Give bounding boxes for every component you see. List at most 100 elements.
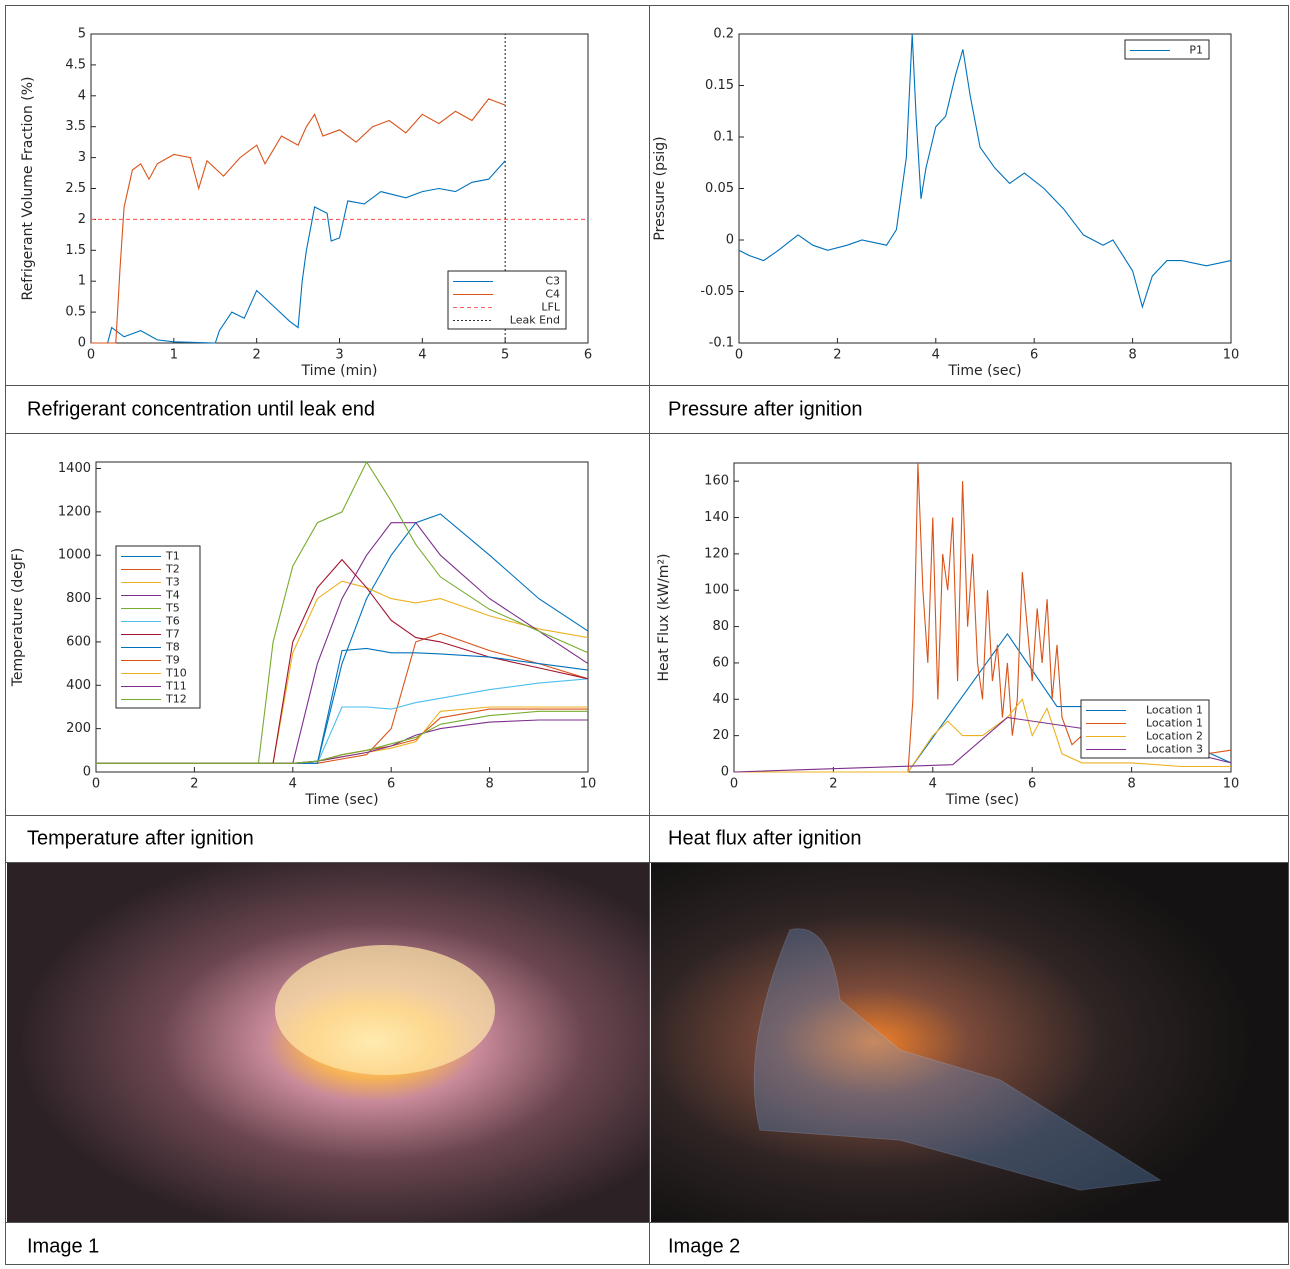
series-line — [91, 160, 506, 344]
x-axis-label: Time (min) — [300, 363, 377, 379]
x-axis-label: Time (sec) — [304, 792, 378, 808]
y-tick-label: 1 — [78, 274, 86, 289]
x-axis-label: Time (sec) — [945, 792, 1019, 808]
legend-label: T4 — [165, 589, 180, 602]
legend-label: T3 — [165, 576, 180, 589]
y-tick-label: 5 — [78, 27, 86, 42]
y-tick-label: 2.5 — [65, 181, 86, 196]
legend-label: T7 — [165, 628, 180, 641]
x-tick-label: 10 — [1223, 348, 1240, 363]
x-tick-label: 4 — [418, 348, 426, 363]
y-tick-label: 0.2 — [713, 27, 734, 42]
y-tick-label: 800 — [66, 591, 91, 606]
x-tick-label: 5 — [501, 348, 509, 363]
legend — [1124, 39, 1210, 60]
y-tick-label: 160 — [704, 474, 729, 489]
y-tick-label: 0 — [83, 765, 91, 780]
y-axis-label: Refrigerant Volume Fraction (%) — [20, 76, 36, 300]
y-tick-label: -0.05 — [700, 284, 734, 299]
series-line — [91, 98, 506, 344]
legend-label: C3 — [545, 275, 560, 288]
y-tick-label: 3 — [78, 150, 86, 165]
caption: Image 2 — [668, 1235, 740, 1257]
legend-label: T10 — [165, 667, 187, 680]
y-tick-label: 120 — [704, 546, 729, 561]
x-tick-label: 4 — [932, 348, 940, 363]
x-tick-label: 8 — [1127, 777, 1135, 792]
y-tick-label: 0 — [78, 336, 86, 351]
y-tick-label: 0.15 — [705, 78, 734, 93]
legend — [1080, 699, 1210, 759]
x-tick-label: 6 — [387, 777, 395, 792]
caption: Refrigerant concentration until leak end — [27, 398, 375, 420]
y-tick-label: 400 — [66, 678, 91, 693]
series-line — [734, 698, 1231, 773]
y-tick-label: 0.5 — [65, 305, 86, 320]
x-tick-label: 2 — [829, 777, 837, 792]
caption: Heat flux after ignition — [668, 827, 861, 849]
legend-label: T9 — [165, 654, 180, 667]
x-tick-label: 3 — [335, 348, 343, 363]
photo-2 — [651, 862, 1288, 1222]
x-tick-label: 10 — [580, 777, 597, 792]
y-tick-label: 4.5 — [65, 57, 86, 72]
legend-label: T11 — [165, 680, 187, 693]
y-tick-label: -0.1 — [709, 336, 734, 351]
legend-label: T8 — [165, 641, 180, 654]
table-borders — [5, 5, 1289, 1265]
legend-label: T5 — [165, 602, 180, 615]
y-tick-label: 600 — [66, 634, 91, 649]
caption: Image 1 — [27, 1235, 99, 1257]
x-tick-label: 2 — [833, 348, 841, 363]
legend-label: Leak End — [510, 314, 560, 327]
y-tick-label: 0 — [726, 233, 734, 248]
x-tick-label: 4 — [289, 777, 297, 792]
legend-label: Location 2 — [1146, 730, 1203, 743]
y-tick-label: 20 — [712, 728, 729, 743]
x-tick-label: 0 — [735, 348, 743, 363]
x-tick-label: 0 — [92, 777, 100, 792]
legend — [115, 545, 201, 709]
x-tick-label: 8 — [485, 777, 493, 792]
y-tick-label: 0.1 — [713, 130, 734, 145]
x-tick-label: 6 — [584, 348, 592, 363]
caption: Temperature after ignition — [27, 827, 254, 849]
x-tick-label: 10 — [1223, 777, 1240, 792]
legend — [447, 270, 567, 330]
x-tick-label: 4 — [929, 777, 937, 792]
legend-label: C4 — [545, 288, 560, 301]
y-tick-label: 2 — [78, 212, 86, 227]
y-tick-label: 1200 — [58, 504, 91, 519]
y-tick-label: 200 — [66, 721, 91, 736]
x-tick-label: 2 — [253, 348, 261, 363]
x-tick-label: 8 — [1128, 348, 1136, 363]
y-axis-label: Heat Flux (kW/m²) — [656, 553, 672, 681]
legend-label: T12 — [165, 693, 187, 706]
x-tick-label: 1 — [170, 348, 178, 363]
plot-area — [738, 33, 1232, 344]
y-tick-label: 60 — [712, 655, 729, 670]
x-tick-label: 0 — [87, 348, 95, 363]
y-tick-label: 140 — [704, 510, 729, 525]
x-tick-label: 6 — [1028, 777, 1036, 792]
y-axis-label: Pressure (psig) — [652, 136, 668, 240]
legend-label: T2 — [165, 563, 180, 576]
y-tick-label: 3.5 — [65, 119, 86, 134]
series-line — [96, 460, 589, 764]
legend-label: Location 1 — [1146, 704, 1203, 717]
y-tick-label: 100 — [704, 583, 729, 598]
series-line — [738, 33, 1232, 309]
x-tick-label: 0 — [730, 777, 738, 792]
legend-label: P1 — [1189, 44, 1203, 57]
y-tick-label: 0.05 — [705, 181, 734, 196]
series-line — [734, 462, 1232, 773]
y-tick-label: 80 — [712, 619, 729, 634]
series-line — [96, 710, 588, 764]
y-tick-label: 40 — [712, 692, 729, 707]
y-tick-label: 0 — [721, 765, 729, 780]
flame — [275, 945, 495, 1075]
legend-label: Location 3 — [1146, 743, 1203, 756]
x-tick-label: 6 — [1030, 348, 1038, 363]
